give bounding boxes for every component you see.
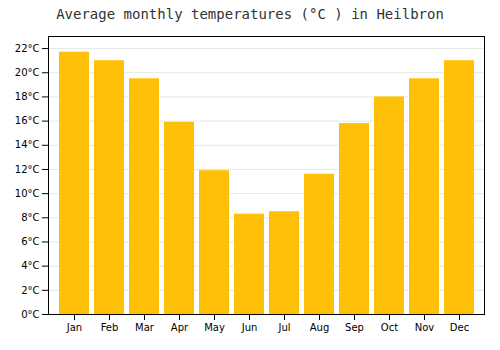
svg-text:Feb: Feb [101,322,119,333]
svg-text:20°C: 20°C [15,67,40,78]
html-text:Average monthly temperatures (: Average monthly temperatures (°C ) in He… [56,6,444,22]
svg-text:6°C: 6°C [21,236,39,247]
svg-text:Jun: Jun [241,322,258,333]
svg-text:10°C: 10°C [15,188,40,199]
svg-text:Jan: Jan [66,322,82,333]
svg-text:Sep: Sep [345,322,364,333]
svg-text:4°C: 4°C [21,260,39,271]
svg-text:22°C: 22°C [15,43,40,54]
svg-text:2°C: 2°C [21,285,39,296]
svg-text:18°C: 18°C [15,91,40,102]
svg-text:Dec: Dec [450,322,469,333]
svg-text:16°C: 16°C [15,115,40,126]
svg-text:14°C: 14°C [15,139,40,150]
svg-text:0°C: 0°C [21,309,39,320]
svg-text:Nov: Nov [415,322,435,333]
svg-text:Aug: Aug [310,322,330,333]
svg-text:Mar: Mar [135,322,155,333]
svg-text:8°C: 8°C [21,212,39,223]
svg-text:Jul: Jul [277,322,290,333]
svg-text:Apr: Apr [171,322,189,333]
svg-text:Oct: Oct [381,322,398,333]
svg-text:12°C: 12°C [15,164,40,175]
svg-text:May: May [204,322,225,333]
